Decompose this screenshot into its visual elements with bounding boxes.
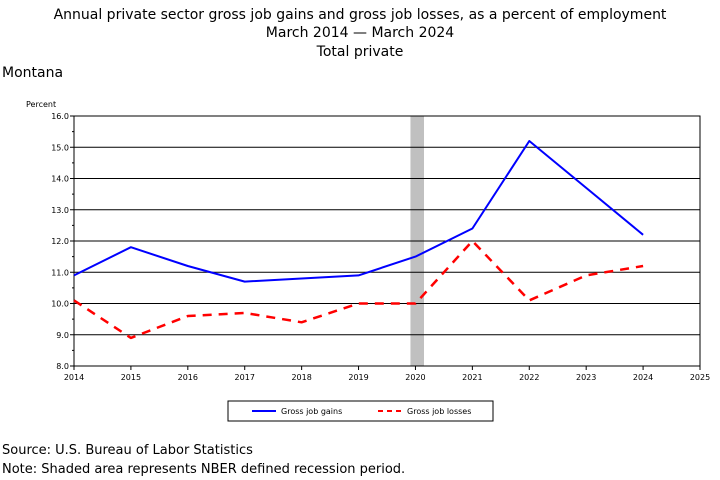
x-tick-label: 2018 xyxy=(291,373,311,382)
y-tick-label: 15.0 xyxy=(51,143,69,152)
x-tick-label: 2024 xyxy=(633,373,653,382)
region-label: Montana xyxy=(2,65,63,81)
chart-subtitle: March 2014 — March 2024 xyxy=(266,25,455,41)
y-tick-label: 8.0 xyxy=(56,362,69,371)
x-tick-label: 2021 xyxy=(462,373,482,382)
y-tick-label: 14.0 xyxy=(51,175,69,184)
y-tick-label: 11.0 xyxy=(51,268,69,277)
x-tick-label: 2020 xyxy=(405,373,425,382)
series-layer xyxy=(73,140,644,340)
recession-note: Note: Shaded area represents NBER define… xyxy=(2,462,405,477)
series-line-gross-job-losses xyxy=(73,239,644,340)
y-tick-label: 10.0 xyxy=(51,300,69,309)
x-tick-label: 2015 xyxy=(121,373,141,382)
x-tick-label: 2014 xyxy=(64,373,84,382)
x-tick-label: 2023 xyxy=(576,373,596,382)
legend-label-gains: Gross job gains xyxy=(281,407,342,416)
x-axis: 2014 2015 2016 2017 2018 2019 2020 2021 2022 2023… xyxy=(64,366,710,382)
chart-subtitle-2: Total private xyxy=(316,44,404,60)
x-tick-label: 2017 xyxy=(235,373,255,382)
legend-box xyxy=(227,400,494,422)
legend-label-losses: Gross job losses xyxy=(407,407,471,416)
x-tick-label: 2025 xyxy=(690,373,710,382)
x-tick-label: 2022 xyxy=(519,373,539,382)
source-note: Source: U.S. Bureau of Labor Statistics xyxy=(2,443,253,458)
grid-lines xyxy=(74,146,700,336)
y-tick-label: 12.0 xyxy=(51,237,69,246)
x-tick-label: 2019 xyxy=(348,373,368,382)
y-tick-label: 9.0 xyxy=(56,331,69,340)
y-tick-label: 13.0 xyxy=(51,206,69,215)
y-axis-label: Percent xyxy=(26,100,56,109)
chart-title: Annual private sector gross job gains an… xyxy=(54,7,667,23)
series-line-gross-job-gains xyxy=(73,140,644,283)
x-tick-label: 2016 xyxy=(178,373,198,382)
legend: Gross job gains Gross job losses xyxy=(227,400,494,422)
y-axis: 8.0 9.0 10.0 11.0 12.0 13.0 14.0 15.0 16.0 xyxy=(51,112,74,371)
y-tick-label: 16.0 xyxy=(51,112,69,121)
